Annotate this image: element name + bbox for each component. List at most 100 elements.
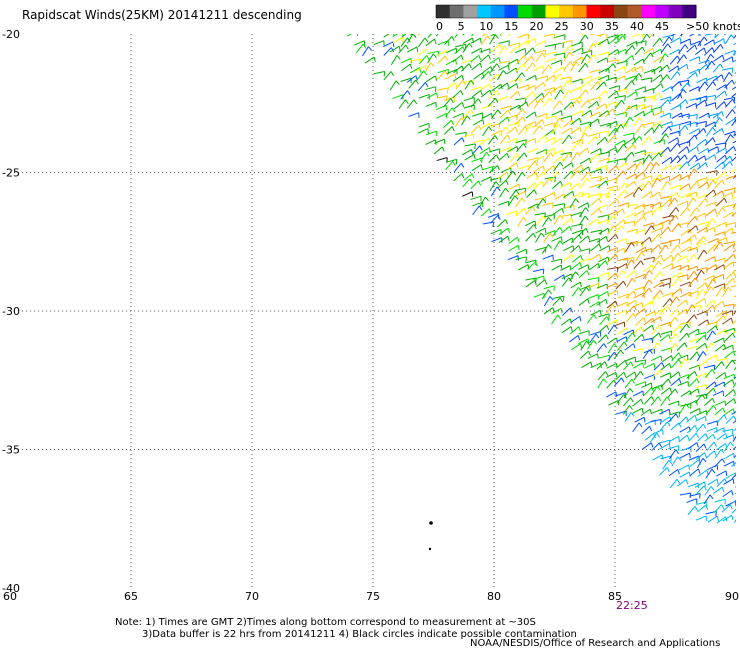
wind-barb <box>595 103 606 110</box>
wind-barb <box>685 103 697 109</box>
wind-barb <box>651 177 658 188</box>
wind-barb-flag <box>633 221 636 227</box>
wind-barb <box>509 77 521 83</box>
wind-barb-flag <box>534 261 538 267</box>
wind-barb <box>545 115 557 120</box>
wind-barb <box>543 147 555 154</box>
wind-barb-flag <box>568 89 573 95</box>
wind-barb <box>506 67 517 75</box>
wind-barb-flag <box>402 34 404 37</box>
wind-barb-flag <box>730 441 734 447</box>
wind-barb <box>714 407 724 416</box>
wind-barb <box>579 121 591 126</box>
wind-barb-flag <box>642 390 645 397</box>
wind-barb <box>598 354 610 359</box>
wind-barb <box>517 101 527 109</box>
wind-barb <box>714 161 724 170</box>
wind-barb-flag <box>643 204 646 210</box>
wind-barb <box>607 266 619 270</box>
wind-barb <box>597 180 607 189</box>
wind-barb-flag <box>696 378 700 384</box>
wind-barb <box>400 77 412 82</box>
wind-barb-flag <box>462 80 466 85</box>
wind-barb <box>644 310 656 317</box>
wind-barb <box>712 63 721 73</box>
wind-barb <box>714 361 723 371</box>
wind-barb <box>676 154 686 164</box>
wind-barb <box>670 173 681 181</box>
wind-barb <box>688 432 697 442</box>
lon-tick-label: 75 <box>366 590 380 603</box>
wind-barb <box>615 310 626 316</box>
wind-barb <box>716 433 726 441</box>
wind-barb-flag <box>557 314 562 320</box>
wind-barb-flag <box>631 378 635 384</box>
wind-barb <box>723 478 734 485</box>
wind-barb-flag <box>659 202 662 208</box>
wind-barb <box>588 238 600 243</box>
wind-barb-flag <box>580 343 583 349</box>
wind-barb-flag <box>560 236 563 242</box>
wind-barb-flag <box>486 35 491 41</box>
wind-barb-flag <box>606 57 609 63</box>
wind-barb-flag <box>450 98 454 103</box>
wind-barb-flag <box>517 91 521 96</box>
wind-barb <box>508 244 519 252</box>
wind-barb-flag <box>674 388 679 394</box>
wind-barb-flag <box>534 220 537 226</box>
color-swatch <box>613 5 629 18</box>
wind-barb <box>536 215 544 226</box>
wind-barb-flag <box>732 278 736 283</box>
wind-barb <box>704 121 716 128</box>
wind-barb-flag <box>677 142 681 148</box>
wind-barb-flag <box>497 214 501 220</box>
wind-barb-flag <box>669 372 672 378</box>
wind-barb <box>697 36 705 47</box>
wind-barb-flag <box>701 288 706 294</box>
wind-barb <box>497 179 507 189</box>
wind-barb-flag <box>620 225 625 230</box>
wind-barb <box>732 381 736 389</box>
wind-barb-flag <box>496 63 501 68</box>
wind-barb-flag <box>723 427 725 433</box>
wind-barb-flag <box>598 198 602 204</box>
wind-barb-flag <box>675 449 680 455</box>
wind-barb-flag <box>648 154 653 160</box>
wind-barb <box>479 137 489 146</box>
wind-barb <box>526 261 536 270</box>
wind-barb <box>679 183 690 191</box>
wind-barb <box>614 99 623 110</box>
wind-barb <box>668 65 679 73</box>
wind-barb <box>650 92 660 101</box>
wind-barb <box>614 219 625 228</box>
wind-barb-flag <box>699 305 702 311</box>
wind-barb-flag <box>724 90 728 96</box>
wind-barb <box>704 304 714 314</box>
wind-barb-flag <box>635 173 638 179</box>
wind-barb <box>643 48 654 55</box>
wind-barb <box>724 277 734 287</box>
color-swatch <box>449 5 464 18</box>
wind-barb-flag <box>632 313 637 319</box>
wind-barb-flag <box>488 54 491 60</box>
wind-barb-flag <box>733 254 736 260</box>
wind-barb <box>696 351 704 362</box>
wind-barb <box>524 220 536 227</box>
wind-barb <box>578 34 586 45</box>
wind-barb-flag <box>697 388 700 394</box>
wind-barb <box>669 333 676 343</box>
wind-barb <box>481 104 492 110</box>
wind-barb <box>596 81 605 91</box>
wind-barb-flag <box>668 334 671 340</box>
wind-barb <box>406 46 418 53</box>
wind-barb-flag <box>711 468 716 474</box>
wind-barb <box>706 177 718 182</box>
wind-barb-flag <box>633 290 637 296</box>
wind-barb <box>490 109 499 120</box>
wind-barb <box>632 407 643 414</box>
wind-barb-flag <box>478 180 482 186</box>
wind-barb <box>577 192 589 198</box>
wind-barb <box>454 46 464 55</box>
wind-barb-flag <box>455 82 458 88</box>
wind-barb-flag <box>383 71 386 77</box>
